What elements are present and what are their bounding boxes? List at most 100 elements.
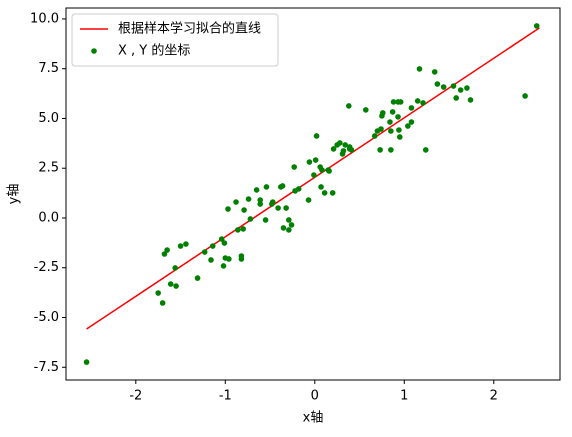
scatter-point <box>416 66 423 72</box>
scatter-point <box>397 99 404 105</box>
scatter-point <box>533 23 540 29</box>
scatter-point <box>348 147 355 153</box>
x-tick-label: 1 <box>400 389 408 404</box>
scatter-point <box>161 251 168 257</box>
scatter-point <box>405 123 411 129</box>
y-axis-label: y轴 <box>7 184 22 205</box>
scatter-point <box>305 197 312 203</box>
scatter-point <box>326 168 332 174</box>
scatter-point <box>283 205 289 211</box>
scatter-point <box>83 359 90 365</box>
scatter-point <box>233 199 239 205</box>
scatter-point <box>235 227 241 233</box>
scatter-point <box>313 133 320 139</box>
scatter-point <box>371 133 378 139</box>
scatter-point <box>522 93 528 99</box>
scatter-point <box>262 217 269 223</box>
scatter-point <box>342 142 349 148</box>
legend-box <box>71 13 279 67</box>
legend-label: X , Y 的坐标 <box>118 43 190 59</box>
scatter-point <box>395 114 401 120</box>
scatter-point <box>209 243 216 249</box>
scatter-point <box>464 85 470 91</box>
y-tick-label: -7.5 <box>34 360 59 375</box>
legend-swatch <box>91 48 97 54</box>
scatter-point <box>467 97 474 103</box>
legend-label: 根据样本学习拟合的直线 <box>118 21 261 37</box>
scatter-point <box>155 290 161 296</box>
scatter-point <box>440 84 447 90</box>
scatter-point <box>167 281 174 287</box>
scatter-point <box>337 140 343 146</box>
scatter-point <box>286 227 292 233</box>
scatter-point <box>457 87 464 93</box>
scatter-point <box>306 159 313 165</box>
scatter-point <box>330 146 337 152</box>
scatter-point <box>263 184 270 190</box>
scatter-point <box>414 98 421 104</box>
scatter-point <box>241 207 247 213</box>
scatter-point <box>329 190 336 196</box>
x-tick-label: -1 <box>219 389 232 404</box>
scatter-point <box>390 99 397 105</box>
scatter-point <box>225 206 231 212</box>
scatter-point <box>288 222 295 228</box>
scatter-point <box>275 205 281 211</box>
scatter-point <box>194 275 201 281</box>
scatter-point <box>291 164 298 170</box>
scatter-point <box>408 105 415 111</box>
scatter-point <box>208 257 214 263</box>
scatter-point <box>378 126 384 132</box>
scatter-point <box>340 148 347 154</box>
y-tick-label: -2.5 <box>34 260 59 275</box>
scatter-point <box>420 100 426 106</box>
scatter-point <box>164 247 170 253</box>
y-tick-label: 5.0 <box>38 111 59 126</box>
scatter-point <box>363 107 369 113</box>
scatter-point <box>286 217 292 223</box>
scatter-point <box>253 187 260 193</box>
scatter-point <box>226 256 232 262</box>
scatter-point <box>388 128 394 134</box>
scatter-point <box>245 196 252 202</box>
scatter-point <box>311 172 317 178</box>
scatter-point <box>238 256 245 262</box>
scatter-point <box>247 216 254 222</box>
y-tick-label: -5.0 <box>34 310 59 325</box>
scatter-point <box>388 147 394 153</box>
scatter-point <box>319 167 325 173</box>
plot-frame <box>65 7 561 381</box>
scatter-point <box>177 243 184 249</box>
x-tick-label: 0 <box>311 389 319 404</box>
scatter-point <box>257 197 263 203</box>
scatter-point <box>201 249 208 255</box>
scatter-point <box>408 119 415 125</box>
scatter-point <box>173 283 179 289</box>
scatter-point <box>221 240 228 246</box>
fit-line <box>86 27 540 330</box>
y-tick-label: 2.5 <box>38 161 59 176</box>
y-tick-label: 0.0 <box>38 210 59 225</box>
scatter-point <box>380 110 386 116</box>
scatter-point <box>183 241 189 247</box>
scatter-point <box>312 157 319 163</box>
scatter-point <box>396 127 402 133</box>
x-tick-label: -2 <box>129 389 142 404</box>
x-axis-label: x轴 <box>303 411 324 426</box>
y-tick-label: 10.0 <box>30 11 59 26</box>
scatter-point <box>159 300 166 306</box>
scatter-point <box>269 199 276 205</box>
scatter-point <box>279 183 286 189</box>
scatter-point <box>295 186 302 192</box>
scatter-point <box>318 184 324 190</box>
y-tick-label: 7.5 <box>38 61 59 76</box>
scatter-point <box>431 69 438 75</box>
scatter-point <box>218 236 225 242</box>
scatter-point <box>257 201 263 207</box>
scatter-point <box>240 226 246 232</box>
x-tick-label: 2 <box>490 389 498 404</box>
scatter-point <box>172 265 178 271</box>
scatter-point <box>321 190 328 196</box>
scatter-point <box>389 109 396 115</box>
scatter-point <box>434 81 441 87</box>
